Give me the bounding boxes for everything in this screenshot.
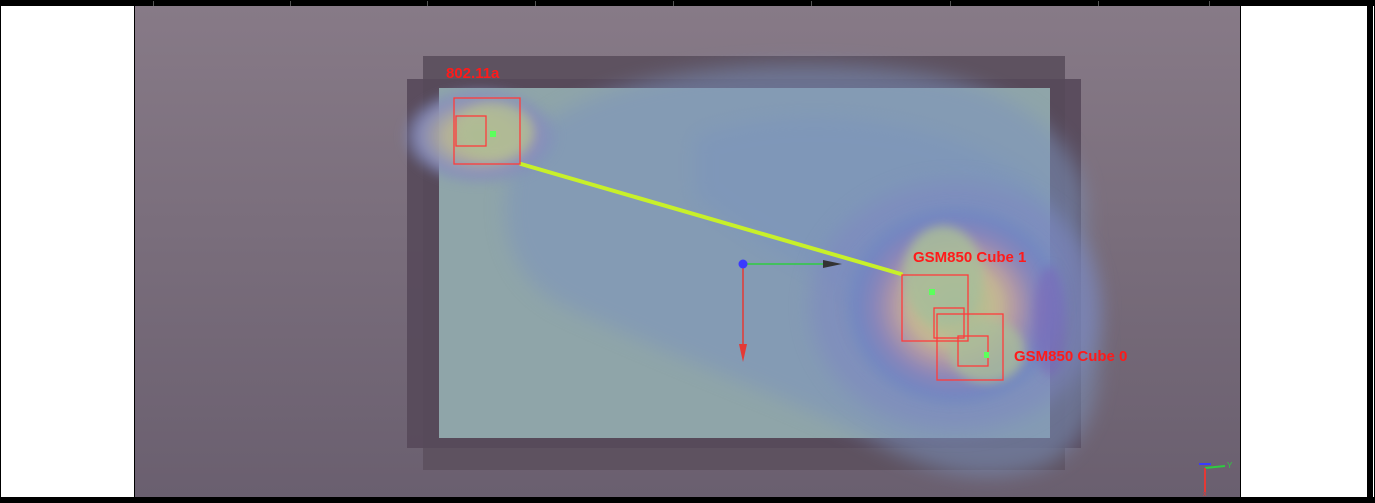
top-border-tick xyxy=(811,0,812,6)
ap-gsm850-cube-0-inner-b xyxy=(957,335,989,367)
ap-gsm850-cube-0-inner-a xyxy=(933,307,965,339)
top-border xyxy=(0,0,1375,6)
top-border-tick xyxy=(673,0,674,6)
ap-label-802-11a: 802.11a xyxy=(446,65,500,82)
ap-802-11a-marker xyxy=(490,131,496,137)
gizmo-origin xyxy=(738,259,748,269)
ap-label-gsm850-cube-0: GSM850 Cube 0 xyxy=(1014,348,1128,365)
ap-label-gsm850-cube-1: GSM850 Cube 1 xyxy=(913,249,1027,266)
coverage-heatmap xyxy=(400,64,1100,476)
top-border-tick xyxy=(1209,0,1210,6)
svg-text:x: x xyxy=(1203,491,1207,497)
ap-802-11a-bounds xyxy=(453,97,521,165)
ap-gsm850-cube-1[interactable] xyxy=(901,274,969,342)
gizmo-x-arrowhead xyxy=(823,260,842,268)
ap-gsm850-cube-1-bounds xyxy=(901,274,969,342)
top-border-tick xyxy=(1098,0,1099,6)
bottom-border xyxy=(0,497,1375,503)
ap-802-11a-inner xyxy=(455,115,487,147)
orientation-axes-icon: x Y xyxy=(1199,461,1233,497)
orientation-y-label: Y xyxy=(1227,461,1233,470)
top-border-tick xyxy=(427,0,428,6)
top-border-tick xyxy=(950,0,951,6)
left-panel xyxy=(1,6,134,497)
ap-gsm850-cube-0[interactable] xyxy=(933,307,1004,381)
top-border-tick xyxy=(535,0,536,6)
right-panel xyxy=(1239,6,1367,497)
scene-canvas: x Y xyxy=(400,56,1233,497)
right-border xyxy=(1367,0,1373,503)
ap-802-11a[interactable] xyxy=(453,97,521,165)
gizmo-y-arrowhead xyxy=(739,344,747,362)
transform-gizmo[interactable] xyxy=(738,259,843,363)
ap-gsm850-cube-0-bounds xyxy=(936,313,1004,381)
link-line xyxy=(519,162,903,276)
ap-gsm850-cube-0-marker xyxy=(984,352,989,358)
top-border-tick xyxy=(153,0,154,6)
3d-viewport[interactable]: x Y 802.11a GSM850 Cube 1 GSM850 Cube 0 xyxy=(134,6,1241,497)
top-border-tick xyxy=(290,0,291,6)
ap-gsm850-cube-1-marker xyxy=(929,289,935,295)
